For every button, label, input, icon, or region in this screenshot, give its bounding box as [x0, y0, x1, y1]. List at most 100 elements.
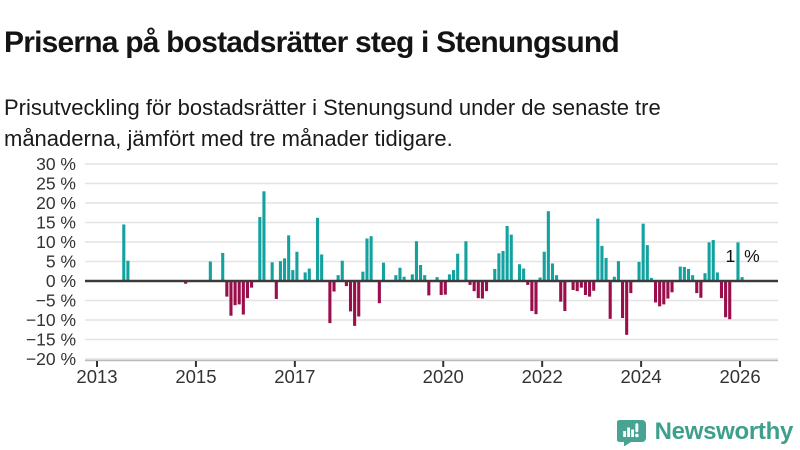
- bar-2019-09: [427, 281, 431, 296]
- bar-2017-03: [303, 272, 307, 281]
- y-tick-label: −20 %: [26, 349, 76, 369]
- bar-2013-08: [126, 260, 130, 281]
- bar-2024-03: [649, 277, 653, 281]
- bar-2019-07: [419, 265, 423, 281]
- bar-2024-07: [666, 281, 670, 299]
- bar-2016-08: [274, 281, 278, 299]
- bar-2023-05: [608, 281, 612, 319]
- bar-2021-07: [517, 264, 522, 281]
- bar-2017-04: [307, 268, 311, 281]
- bar-2022-03: [550, 263, 555, 281]
- bar-2020-08: [472, 281, 476, 292]
- bar-2022-11: [583, 281, 588, 296]
- bar-2016-01: [245, 281, 250, 299]
- bar-2025-12: [736, 242, 740, 281]
- bar-2020-01: [443, 281, 447, 295]
- bar-2020-02: [447, 274, 451, 281]
- bar-2018-10: [381, 262, 386, 281]
- y-tick-label: −15 %: [26, 330, 76, 350]
- bar-2022-10: [579, 281, 583, 288]
- bar-2023-09: [625, 281, 629, 335]
- y-tick-label: 25 %: [36, 174, 76, 194]
- bar-2018-03: [353, 281, 357, 326]
- bar-2015-11: [237, 281, 241, 305]
- y-tick-label: −5 %: [36, 291, 76, 311]
- bar-2017-11: [336, 275, 340, 281]
- bar-2019-12: [439, 281, 443, 296]
- bar-2026-01: [740, 277, 744, 281]
- y-tick-label: 0 %: [46, 271, 76, 291]
- bar-2020-03: [452, 270, 456, 281]
- bar-2021-05: [509, 234, 513, 281]
- x-tick-label: 2015: [175, 366, 216, 387]
- bar-2023-07: [616, 261, 620, 281]
- bar-2023-12: [637, 261, 641, 281]
- newsworthy-logo: Newsworthy: [616, 417, 793, 446]
- bar-2024-11: [682, 266, 686, 281]
- bar-2021-03: [501, 250, 505, 281]
- y-tick-label: 15 %: [36, 213, 76, 233]
- bar-2022-04: [555, 275, 559, 281]
- bar-2018-07: [369, 236, 373, 281]
- bar-2021-10: [530, 281, 534, 312]
- bar-2024-05: [658, 281, 662, 307]
- bar-2015-04: [208, 261, 212, 281]
- bar-2024-12: [686, 268, 691, 281]
- bar-2015-12: [241, 281, 245, 315]
- bar-2020-06: [464, 241, 468, 281]
- bar-2016-07: [270, 262, 274, 281]
- bar-2024-04: [653, 281, 658, 303]
- bar-2024-06: [662, 281, 666, 305]
- bar-2024-10: [678, 266, 682, 281]
- bar-2023-06: [612, 276, 616, 281]
- chart-subtitle: Prisutveckling för bostadsrätter i Stenu…: [4, 95, 661, 151]
- bar-2022-02: [546, 211, 550, 281]
- bar-2024-02: [645, 245, 649, 281]
- bar-2020-09: [476, 281, 480, 299]
- bar-2017-07: [320, 254, 324, 281]
- latest-value-annotation: 1 %: [726, 246, 760, 266]
- bar-2016-02: [250, 281, 254, 288]
- bar-2023-01: [592, 281, 596, 291]
- bar-2016-12: [291, 270, 295, 281]
- bar-2021-01: [493, 268, 497, 281]
- bar-2018-06: [365, 238, 369, 281]
- y-tick-label: 30 %: [36, 154, 76, 174]
- bar-2018-05: [361, 271, 365, 281]
- bar-2025-06: [711, 240, 715, 281]
- bar-2015-08: [225, 281, 229, 297]
- bar-2023-03: [600, 245, 604, 281]
- y-tick-label: 5 %: [46, 252, 76, 272]
- bar-2016-10: [283, 258, 287, 281]
- bar-2018-01: [344, 281, 348, 287]
- bar-2025-05: [707, 242, 711, 281]
- bar-2019-05: [410, 274, 414, 281]
- bar-2022-06: [563, 281, 567, 312]
- y-tick-label: 20 %: [36, 193, 76, 213]
- bar-2025-01: [691, 275, 695, 281]
- bar-2015-07: [221, 252, 225, 281]
- bar-2017-01: [295, 251, 299, 281]
- bar-2023-02: [596, 218, 600, 281]
- bar-2014-10: [184, 281, 188, 284]
- bar-2015-09: [229, 281, 233, 316]
- x-tick-label: 2017: [274, 366, 315, 387]
- bar-2018-09: [377, 281, 381, 304]
- bar-2021-04: [505, 226, 509, 281]
- page-title: Priserna på bostadsrätter steg i Stenung…: [4, 26, 620, 60]
- bar-chart-speech-bubble-icon: [616, 420, 646, 446]
- x-tick-label: 2022: [522, 366, 563, 387]
- bar-2016-11: [287, 235, 291, 281]
- bar-2016-09: [278, 261, 282, 281]
- bar-2025-03: [699, 281, 703, 298]
- bar-2020-07: [468, 281, 472, 285]
- bar-2018-04: [357, 281, 361, 317]
- bar-2021-12: [538, 277, 542, 281]
- bar-2017-09: [328, 281, 332, 324]
- bar-2021-11: [534, 281, 538, 315]
- bar-2021-09: [526, 281, 530, 285]
- bar-2022-05: [559, 281, 563, 302]
- bar-2025-02: [695, 281, 699, 294]
- bar-2022-12: [588, 281, 592, 297]
